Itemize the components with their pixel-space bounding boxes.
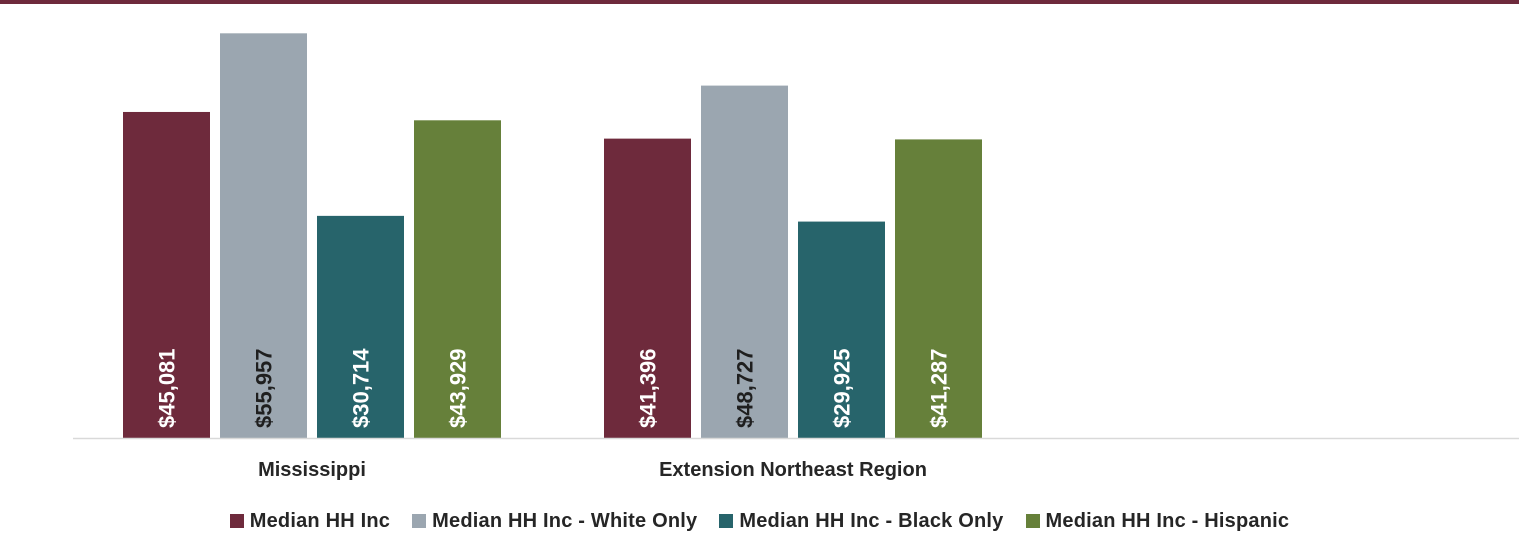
data-label-2-1: $55,957 <box>252 348 277 428</box>
legend-label-2: Median HH Inc - White Only <box>432 509 698 532</box>
legend-swatch-4 <box>1025 514 1040 528</box>
legend: Median HH Inc Median HH Inc - White Only M… <box>0 503 1519 539</box>
top-accent-bar <box>0 0 1519 4</box>
legend-swatch-3 <box>719 514 734 528</box>
bar-4-2 <box>895 139 982 438</box>
data-label-1-1: $45,081 <box>155 348 180 428</box>
bar-1-1 <box>123 111 210 438</box>
legend-item-2: Median HH Inc - White Only <box>412 510 697 533</box>
category-label-1: Mississippi <box>258 459 366 481</box>
legend-label-4: Median HH Inc - Hispanic <box>1045 509 1290 532</box>
legend-swatch-2 <box>412 514 427 528</box>
data-label-4-2: $41,287 <box>927 348 952 428</box>
data-label-3-1: $30,714 <box>349 348 374 428</box>
bar-3-2 <box>798 221 885 438</box>
legend-item-3: Median HH Inc - Black Only <box>719 510 1003 533</box>
bar-4-1 <box>414 120 501 438</box>
legend-label-1: Median HH Inc <box>249 509 391 532</box>
legend-item-4: Median HH Inc - Hispanic <box>1025 509 1290 533</box>
bar-1-2 <box>604 138 691 438</box>
bar-2-1 <box>220 33 307 439</box>
legend-swatch-1 <box>229 514 244 528</box>
data-label-4-1: $43,929 <box>446 348 471 428</box>
bar-3-1 <box>317 215 404 438</box>
data-label-1-2: $41,396 <box>636 348 661 428</box>
data-label-3-2: $29,925 <box>830 348 855 428</box>
category-label-2: Extension Northeast Region <box>659 459 927 481</box>
legend-label-3: Median HH Inc - Black Only <box>739 509 1004 532</box>
legend-item-1: Median HH Inc <box>229 509 391 533</box>
bar-2-2 <box>701 85 788 439</box>
data-label-2-2: $48,727 <box>733 348 758 428</box>
